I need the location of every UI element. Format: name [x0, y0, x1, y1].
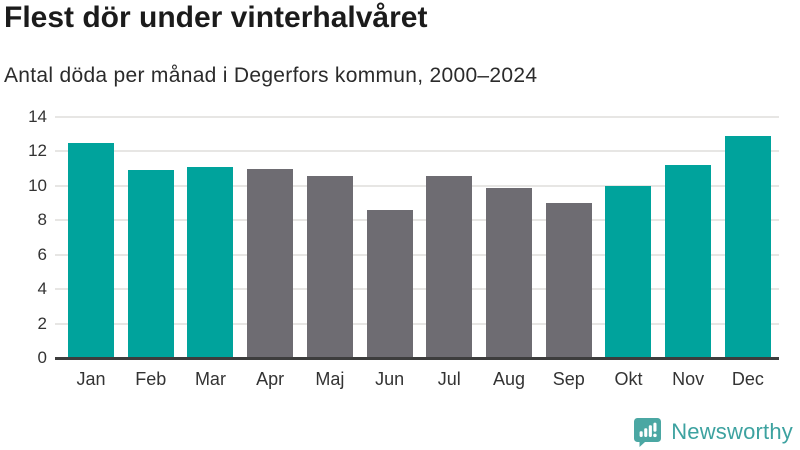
x-axis-baseline [55, 357, 779, 360]
y-tick-label-12: 12 [28, 141, 47, 161]
bar-nov [665, 165, 712, 358]
bar-dec [724, 135, 771, 358]
x-tick-label-jan: Jan [76, 369, 106, 389]
y-tick-label-10: 10 [28, 175, 47, 195]
gridline-y-6 [55, 253, 779, 256]
x-tick-label-sep: Sep [552, 369, 585, 389]
bars-container [55, 117, 779, 358]
bar-maj [306, 175, 353, 358]
x-tick-label-okt: Okt [614, 369, 643, 389]
x-tick-label-dec: Dec [731, 369, 764, 389]
x-tick-label-apr: Apr [256, 369, 285, 389]
y-tick-label-0: 0 [37, 348, 47, 367]
bar-jan [68, 142, 114, 358]
gridline-y-10 [55, 184, 779, 187]
y-tick-label-2: 2 [37, 313, 47, 333]
y-tick-label-8: 8 [37, 210, 47, 230]
x-axis-labels: Jan Feb Mar Apr Maj Jun Jul Aug Sep Okt Nov Dec [55, 369, 779, 390]
bar-jun [366, 209, 413, 358]
gridline-y-14 [55, 116, 779, 118]
x-tick-label-jul: Jul [437, 369, 461, 389]
x-tick-label-aug: Aug [493, 369, 526, 389]
x-tick-label-mar: Mar [194, 369, 226, 389]
bar-okt [605, 185, 652, 358]
gridline-y-8 [55, 219, 779, 222]
chart-title: Flest dör under vinterhalvåret [4, 1, 428, 34]
newsworthy-logo: Newsworthy [633, 417, 793, 447]
y-tick-label-6: 6 [37, 244, 47, 264]
newsworthy-speech-bubble-chart-icon [633, 417, 662, 447]
y-axis: 0 2 4 6 8 10 12 14 [0, 107, 47, 367]
bar-aug [486, 187, 533, 358]
x-tick-label-maj: Maj [315, 369, 345, 389]
bar-mar [187, 166, 234, 358]
x-tick-label-feb: Feb [135, 369, 167, 389]
y-tick-label-4: 4 [37, 279, 47, 299]
gridline-y-12 [55, 150, 779, 153]
bar-sep [545, 203, 592, 358]
bar-jul [426, 175, 473, 358]
x-tick-label-nov: Nov [672, 369, 705, 389]
newsworthy-logo-text: Newsworthy [671, 419, 793, 444]
chart-subtitle: Antal döda per månad i Degerfors kommun,… [4, 64, 538, 87]
plot-area [55, 116, 779, 358]
bar-apr [247, 168, 294, 358]
gridline-y-2 [55, 322, 779, 325]
y-tick-label-14: 14 [28, 107, 47, 126]
x-tick-label-jun: Jun [375, 369, 405, 389]
gridline-y-4 [55, 288, 779, 291]
bar-feb [127, 170, 174, 358]
